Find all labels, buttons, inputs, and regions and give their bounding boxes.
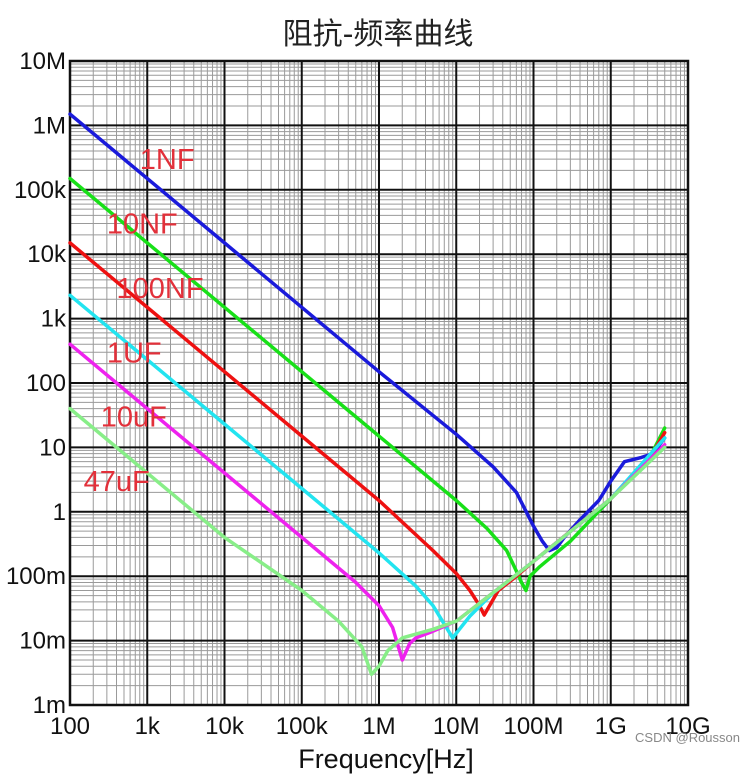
series-label-1uf: 1UF <box>107 337 162 369</box>
series-line-1nf <box>68 112 667 553</box>
plot-frame <box>68 59 690 707</box>
y-tick-label: 1m <box>33 692 66 719</box>
y-tick-label: 100k <box>14 177 67 204</box>
y-tick-label: 10 <box>39 434 66 461</box>
series-label-10uf: 10uF <box>101 402 167 434</box>
x-tick-label: 10M <box>433 713 480 740</box>
y-tick-label: 100 <box>26 370 66 397</box>
y-axis-ticks: 1m 10m 100m 1 10 100 1k 10k 100k 1M 10M <box>6 48 67 719</box>
series-line-10nf <box>68 176 667 593</box>
x-tick-label: 100 <box>50 713 90 740</box>
series-labels: 1NF 10NF 100NF 1UF 10uF 47uF <box>84 144 204 498</box>
x-tick-label: 100k <box>276 713 329 740</box>
watermark: CSDN @Rousson <box>635 730 740 745</box>
series-layer <box>68 112 667 677</box>
x-tick-label: 1k <box>135 713 161 740</box>
y-tick-label: 1M <box>33 112 66 139</box>
y-tick-label: 10M <box>19 48 66 75</box>
grid-major <box>68 59 690 707</box>
series-label-1nf: 1NF <box>140 144 195 176</box>
y-tick-label: 1k <box>41 306 67 333</box>
x-axis-label: Frequency[Hz] <box>298 744 474 774</box>
x-tick-label: 1G <box>595 713 627 740</box>
y-tick-label: 10k <box>27 241 67 268</box>
series-label-100nf: 100NF <box>117 273 204 305</box>
y-tick-label: 100m <box>6 563 66 590</box>
x-axis-ticks: 100 1k 10k 100k 1M 10M 100M 1G 10G <box>50 713 711 740</box>
y-tick-label: 1 <box>53 499 66 526</box>
x-tick-label: 10G <box>665 713 710 740</box>
x-tick-label: 1M <box>362 713 395 740</box>
chart-title: 阻抗-频率曲线 <box>283 17 474 52</box>
x-tick-label: 10k <box>205 713 245 740</box>
x-tick-label: 100M <box>503 713 563 740</box>
y-tick-label: 10m <box>19 628 66 655</box>
series-label-47uf: 47uF <box>84 466 150 498</box>
series-label-10nf: 10NF <box>107 208 178 240</box>
series-line-47uf <box>68 406 667 677</box>
